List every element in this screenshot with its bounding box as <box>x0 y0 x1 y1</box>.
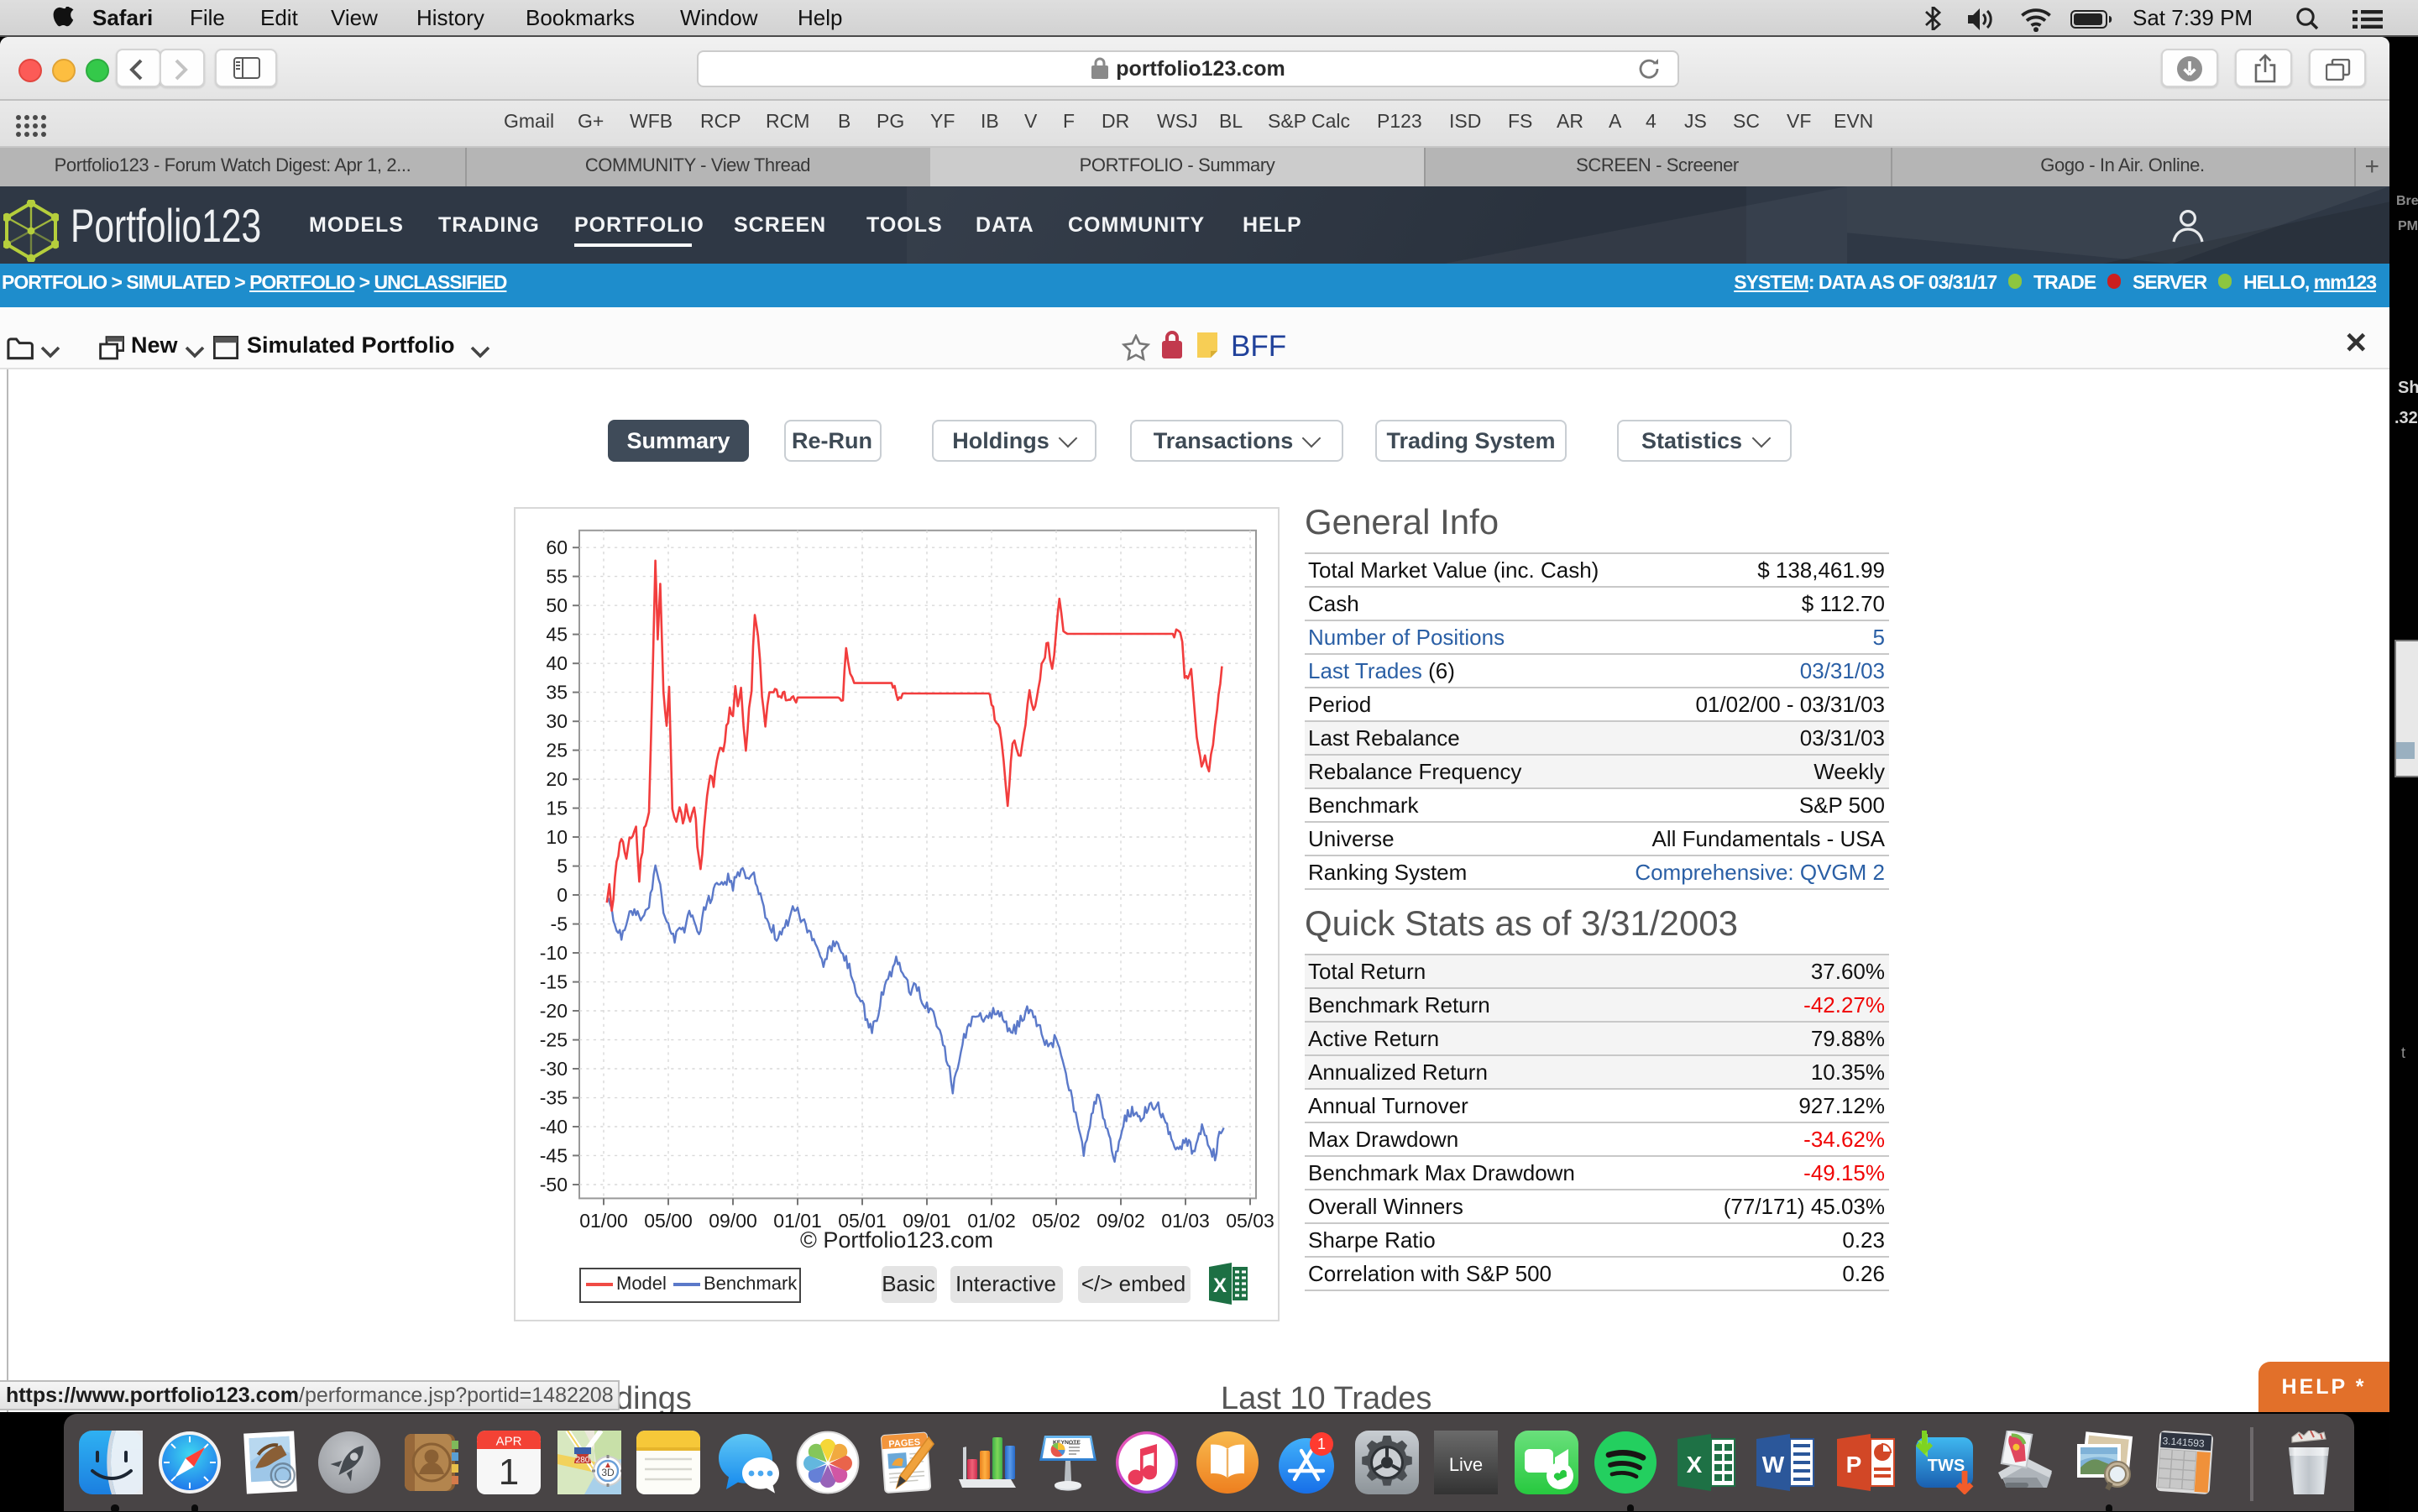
svg-text:PAGES: PAGES <box>887 1436 919 1449</box>
svg-text:09/02: 09/02 <box>1096 1209 1145 1231</box>
svg-text:3.141593: 3.141593 <box>2161 1434 2204 1448</box>
svg-text:P: P <box>1845 1451 1861 1477</box>
svg-text:50: 50 <box>546 594 568 615</box>
svg-text:30: 30 <box>546 709 568 731</box>
svg-text:01/00: 01/00 <box>579 1209 628 1231</box>
svg-text:0: 0 <box>557 883 568 905</box>
svg-text:TWS: TWS <box>1928 1456 1965 1474</box>
svg-text:-45: -45 <box>540 1143 568 1165</box>
svg-text:-5: -5 <box>551 913 568 934</box>
svg-text:01/02: 01/02 <box>967 1209 1016 1231</box>
svg-text:45: 45 <box>546 623 568 645</box>
svg-text:1: 1 <box>499 1451 519 1492</box>
svg-text:05/03: 05/03 <box>1226 1209 1274 1231</box>
svg-text:10: 10 <box>546 825 568 847</box>
svg-text:280: 280 <box>575 1455 589 1464</box>
svg-text:KEYNOTE: KEYNOTE <box>1052 1439 1080 1445</box>
svg-text:X: X <box>1686 1451 1702 1477</box>
svg-text:-30: -30 <box>540 1057 568 1079</box>
svg-text:APR: APR <box>496 1434 522 1448</box>
svg-text:40: 40 <box>546 651 568 673</box>
svg-text:-35: -35 <box>540 1086 568 1108</box>
svg-text:5: 5 <box>557 855 568 876</box>
svg-text:1: 1 <box>1317 1435 1326 1452</box>
svg-text:05/01: 05/01 <box>838 1209 887 1231</box>
svg-text:-15: -15 <box>540 971 568 992</box>
svg-text:01/03: 01/03 <box>1161 1209 1210 1231</box>
svg-text:60: 60 <box>546 536 568 557</box>
svg-text:25: 25 <box>546 739 568 761</box>
svg-text:20: 20 <box>546 767 568 789</box>
svg-text:W: W <box>1762 1451 1785 1477</box>
svg-text:55: 55 <box>546 565 568 587</box>
svg-text:-20: -20 <box>540 999 568 1021</box>
svg-text:05/00: 05/00 <box>644 1209 693 1231</box>
svg-text:09/00: 09/00 <box>709 1209 757 1231</box>
svg-text:© Portfolio123.com: © Portfolio123.com <box>800 1227 993 1252</box>
svg-text:X: X <box>1213 1274 1227 1296</box>
svg-text:15: 15 <box>546 797 568 819</box>
svg-text:3D: 3D <box>600 1466 614 1478</box>
svg-text:-50: -50 <box>540 1173 568 1195</box>
svg-text:-25: -25 <box>540 1028 568 1050</box>
svg-text:Live: Live <box>1449 1453 1483 1474</box>
svg-text:35: 35 <box>546 681 568 703</box>
svg-text:05/02: 05/02 <box>1032 1209 1081 1231</box>
svg-text:01/01: 01/01 <box>773 1209 822 1231</box>
svg-text:09/01: 09/01 <box>903 1209 951 1231</box>
svg-text:-10: -10 <box>540 941 568 963</box>
svg-text:-40: -40 <box>540 1115 568 1137</box>
